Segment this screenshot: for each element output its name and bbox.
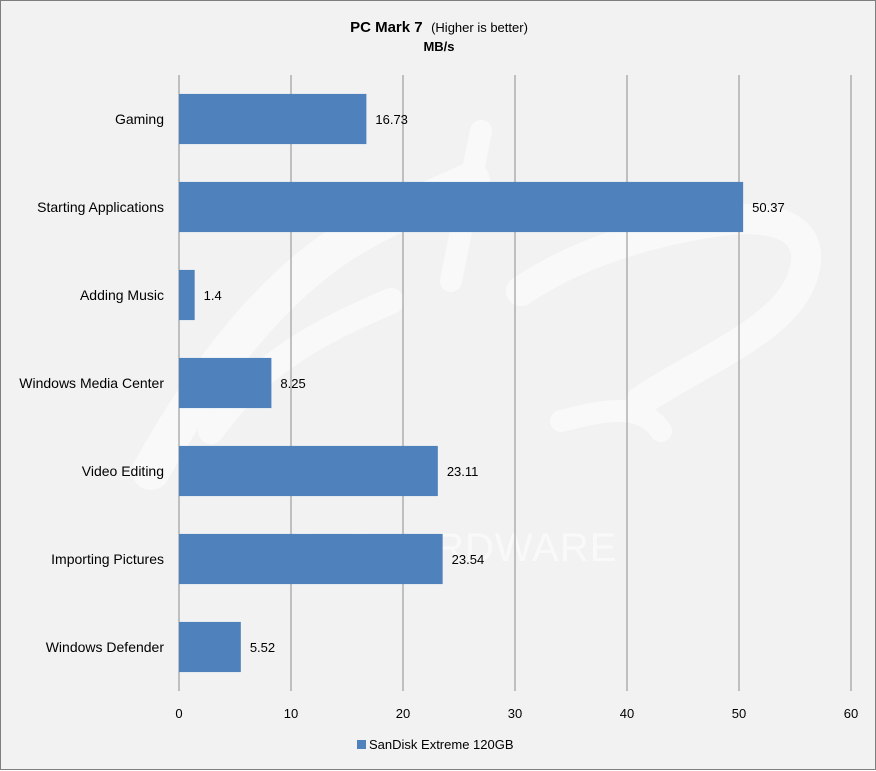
legend-label: SanDisk Extreme 120GB bbox=[369, 737, 514, 752]
x-tick-label: 60 bbox=[844, 706, 858, 721]
data-label: 1.4 bbox=[204, 288, 222, 303]
bar-starting-applications bbox=[179, 181, 744, 233]
bar-windows-media-center bbox=[179, 357, 272, 409]
legend: SanDisk Extreme 120GB bbox=[357, 737, 514, 752]
bar-video-editing bbox=[179, 445, 438, 497]
chart-title-line: PC Mark 7 (Higher is better) bbox=[350, 19, 528, 36]
category-label: Gaming bbox=[115, 111, 164, 127]
bars-layer bbox=[179, 93, 744, 673]
chart-title: PC Mark 7 bbox=[350, 19, 423, 36]
category-label: Starting Applications bbox=[37, 199, 164, 215]
category-label: Windows Media Center bbox=[19, 375, 164, 391]
x-tick-label: 10 bbox=[284, 706, 298, 721]
bar-gaming bbox=[179, 93, 367, 145]
bar-adding-music bbox=[179, 269, 195, 321]
data-label: 23.11 bbox=[447, 464, 479, 479]
data-label: 16.73 bbox=[375, 112, 408, 127]
bar-windows-defender bbox=[179, 621, 241, 673]
data-label: 5.52 bbox=[250, 640, 275, 655]
category-label: Importing Pictures bbox=[51, 551, 164, 567]
category-label: Video Editing bbox=[82, 463, 164, 479]
data-label: 8.25 bbox=[280, 376, 305, 391]
bar-importing-pictures bbox=[179, 533, 443, 585]
data-label: 50.37 bbox=[752, 200, 785, 215]
x-tick-label: 0 bbox=[175, 706, 182, 721]
category-label: Windows Defender bbox=[46, 639, 165, 655]
chart-subtitle: (Higher is better) bbox=[431, 20, 528, 35]
x-tick-label: 50 bbox=[732, 706, 746, 721]
x-tick-label: 20 bbox=[396, 706, 410, 721]
chart-unit-label: MB/s bbox=[423, 39, 454, 54]
category-label: Adding Music bbox=[80, 287, 164, 303]
ticks-layer: 0 10 20 30 40 50 60 bbox=[175, 706, 858, 721]
x-tick-label: 30 bbox=[508, 706, 522, 721]
legend-swatch bbox=[357, 740, 366, 749]
labels-layer: 16.73 Gaming 50.37 Starting Applications 1.4… bbox=[19, 111, 784, 655]
data-label: 23.54 bbox=[452, 552, 485, 567]
x-tick-label: 40 bbox=[620, 706, 634, 721]
